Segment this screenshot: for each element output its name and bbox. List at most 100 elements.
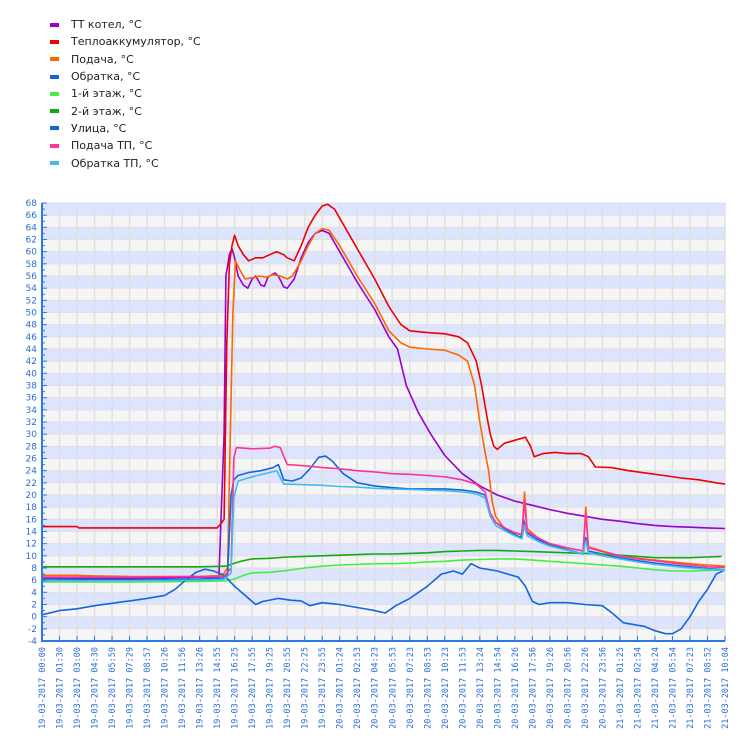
grid-band bbox=[42, 251, 725, 264]
legend-item: 2-й этаж, °C bbox=[50, 102, 201, 119]
grid-band bbox=[42, 580, 725, 593]
grid-band bbox=[42, 312, 725, 325]
legend-swatch-icon bbox=[50, 126, 59, 131]
y-tick-label: 2 bbox=[31, 601, 37, 611]
x-tick-label: 19-03-2017 17:55 bbox=[248, 647, 258, 729]
y-tick-label: 10 bbox=[26, 552, 38, 562]
x-axis: 19-03-2017 00:00 19-03-2017 01:30 19-03-20… bbox=[38, 636, 731, 729]
x-tick-label: 19-03-2017 22:25 bbox=[301, 647, 311, 729]
x-tick-label: 21-03-2017 10:04 bbox=[721, 647, 731, 729]
y-tick-label: 52 bbox=[26, 296, 37, 306]
legend-label: 2-й этаж, °C bbox=[71, 104, 142, 118]
grid-band bbox=[42, 288, 725, 301]
x-tick-label: 21-03-2017 05:54 bbox=[668, 647, 678, 729]
y-tick-label: 22 bbox=[26, 479, 37, 489]
y-tick-label: 8 bbox=[31, 564, 37, 574]
y-tick-label: 30 bbox=[26, 430, 38, 440]
legend-label: Улица, °C bbox=[71, 121, 127, 135]
x-tick-label: 20-03-2017 17:56 bbox=[528, 647, 538, 729]
grid-band bbox=[42, 385, 725, 398]
series-lines bbox=[41, 203, 726, 635]
legend-label: Обратка, °C bbox=[71, 70, 141, 84]
grid-band bbox=[42, 616, 725, 629]
legend-label: Обратка ТП, °C bbox=[71, 156, 159, 170]
x-tick-label: 21-03-2017 08:52 bbox=[703, 647, 713, 729]
x-tick-label: 19-03-2017 10:26 bbox=[161, 647, 171, 729]
legend-item: Обратка, °C bbox=[50, 68, 201, 85]
grid-band bbox=[42, 227, 725, 240]
legend-item: Подача ТП, °C bbox=[50, 137, 201, 154]
grid-band bbox=[42, 336, 725, 349]
grid-band bbox=[42, 276, 725, 289]
grid-band bbox=[42, 263, 725, 276]
x-tick-label: 20-03-2017 04:23 bbox=[371, 647, 381, 729]
grid-band bbox=[42, 203, 725, 216]
grid-band bbox=[42, 507, 725, 520]
grid-band bbox=[42, 531, 725, 544]
y-tick-label: 54 bbox=[26, 284, 38, 294]
x-tick-label: 21-03-2017 07:23 bbox=[686, 647, 696, 729]
grid-band bbox=[42, 592, 725, 605]
y-tick-label: 12 bbox=[26, 540, 37, 550]
x-tick-label: 20-03-2017 07:23 bbox=[406, 647, 416, 729]
legend-item: Обратка ТП, °C bbox=[50, 154, 201, 171]
x-tick-label: 20-03-2017 13:24 bbox=[476, 647, 486, 729]
grid-band bbox=[42, 495, 725, 508]
y-tick-label: -2 bbox=[28, 625, 37, 635]
legend-item: Подача, °C bbox=[50, 51, 201, 68]
grid-band bbox=[42, 324, 725, 337]
series-line bbox=[42, 229, 726, 580]
grid-band bbox=[42, 239, 725, 252]
y-tick-label: 34 bbox=[26, 406, 38, 416]
legend-swatch-icon bbox=[50, 39, 59, 44]
x-tick-label: 19-03-2017 11:56 bbox=[178, 647, 188, 729]
x-tick-label: 19-03-2017 04:30 bbox=[91, 647, 101, 729]
x-tick-label: 21-03-2017 02:54 bbox=[633, 647, 643, 729]
y-tick-label: 46 bbox=[26, 333, 38, 343]
x-tick-label: 21-03-2017 04:24 bbox=[651, 647, 661, 729]
legend-swatch-icon bbox=[50, 143, 59, 148]
x-tick-label: 19-03-2017 19:25 bbox=[266, 647, 276, 729]
y-tick-label: 14 bbox=[26, 528, 38, 538]
y-tick-label: 56 bbox=[26, 272, 38, 282]
y-tick-label: 44 bbox=[26, 345, 38, 355]
series-line bbox=[42, 203, 726, 529]
x-tick-label: 20-03-2017 02:53 bbox=[353, 647, 363, 729]
grid-band bbox=[42, 555, 725, 568]
legend-swatch-icon bbox=[50, 74, 59, 79]
legend-label: Подача, °C bbox=[71, 52, 134, 66]
legend-label: Теплоаккумулятор, °C bbox=[71, 35, 201, 49]
y-tick-label: 16 bbox=[26, 515, 38, 525]
legend-swatch-icon bbox=[50, 57, 59, 62]
grid-band bbox=[42, 300, 725, 313]
y-tick-label: 64 bbox=[26, 223, 38, 233]
grid-band bbox=[42, 434, 725, 447]
background-bands bbox=[42, 202, 725, 642]
legend-swatch-icon bbox=[50, 91, 59, 96]
series-line bbox=[42, 549, 722, 568]
y-tick-label: 58 bbox=[26, 260, 38, 270]
series-line bbox=[42, 469, 726, 582]
x-tick-label: 20-03-2017 22:26 bbox=[581, 647, 591, 729]
y-tick-label: 0 bbox=[31, 613, 37, 623]
x-tick-label: 20-03-2017 16:26 bbox=[511, 647, 521, 729]
legend-swatch-icon bbox=[50, 161, 59, 166]
legend-label: Подача ТП, °C bbox=[71, 139, 153, 153]
grid-band bbox=[42, 628, 725, 641]
y-tick-label: 6 bbox=[31, 576, 37, 586]
series-line bbox=[42, 445, 726, 578]
y-tick-label: 60 bbox=[26, 248, 38, 258]
x-tick-label: 20-03-2017 10:23 bbox=[441, 647, 451, 729]
y-tick-label: 28 bbox=[26, 442, 38, 452]
x-tick-label: 20-03-2017 14:54 bbox=[493, 647, 503, 729]
legend-label: 1-й этаж, °C bbox=[71, 87, 142, 101]
y-tick-label: 18 bbox=[26, 503, 38, 513]
x-tick-label: 19-03-2017 23:55 bbox=[318, 647, 328, 729]
x-tick-label: 20-03-2017 11:53 bbox=[458, 647, 468, 729]
x-tick-label: 20-03-2017 01:24 bbox=[336, 647, 346, 729]
grid-band bbox=[42, 397, 725, 410]
grid-band bbox=[42, 373, 725, 386]
x-tick-label: 19-03-2017 01:30 bbox=[56, 647, 66, 729]
chart-legend: ТТ котел, °C Теплоаккумулятор, °C Подача, … bbox=[50, 16, 201, 172]
